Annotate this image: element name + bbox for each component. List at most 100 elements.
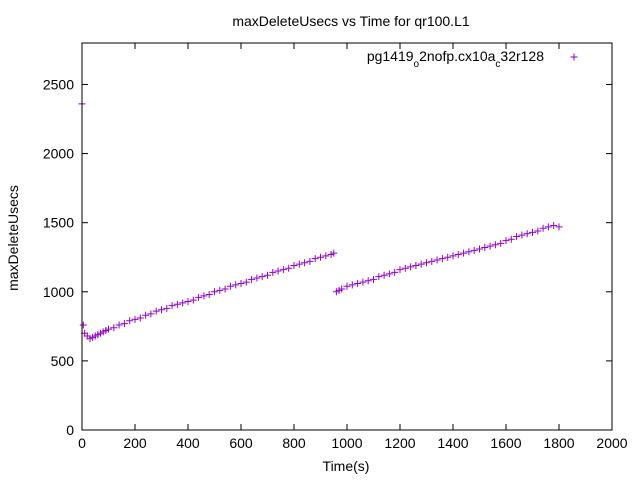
data-point <box>126 317 134 325</box>
x-tick-label: 1000 <box>331 435 362 451</box>
chart-title: maxDeleteUsecs vs Time for qr100.L1 <box>232 13 470 29</box>
data-point <box>401 264 409 272</box>
legend-marker <box>570 53 578 61</box>
data-point <box>142 311 150 319</box>
data-point <box>158 306 165 314</box>
data-point <box>189 296 197 304</box>
x-tick-label: 400 <box>176 435 200 451</box>
x-tick-label: 0 <box>78 435 86 451</box>
axes-and-ticks: 0 200 400 600 800 1000 1200 1400 1600 1800 2000 0 50… <box>43 43 628 451</box>
data-point <box>497 239 505 247</box>
y-tick-label: 0 <box>66 422 74 438</box>
data-point <box>486 242 494 250</box>
data-point <box>173 300 181 308</box>
data-point <box>163 304 171 312</box>
x-tick-label: 1600 <box>490 435 521 451</box>
x-tick-label: 1400 <box>437 435 468 451</box>
data-point <box>428 257 436 265</box>
data-point <box>136 314 144 322</box>
data-point <box>211 288 218 296</box>
data-point <box>348 281 356 289</box>
data-point <box>295 260 303 268</box>
data-point <box>248 275 256 283</box>
y-tick-label: 1000 <box>43 284 74 300</box>
x-tick-label: 600 <box>229 435 253 451</box>
data-point <box>147 310 155 318</box>
data-point <box>330 249 338 257</box>
data-point <box>168 302 176 310</box>
data-point <box>481 244 489 252</box>
data-point <box>195 293 203 301</box>
data-point <box>221 285 229 293</box>
data-point <box>529 228 536 236</box>
data-point <box>412 262 420 270</box>
data-point <box>550 221 558 229</box>
data-point <box>120 320 128 328</box>
data-point <box>253 274 261 282</box>
data-point <box>311 255 319 263</box>
data-point <box>216 286 224 294</box>
x-tick-label: 200 <box>123 435 147 451</box>
legend-marker-symbol <box>570 53 578 61</box>
data-point <box>152 307 160 315</box>
data-point <box>476 245 483 253</box>
data-point <box>385 270 393 278</box>
data-point <box>359 278 367 286</box>
data-point <box>79 321 87 329</box>
data-point <box>184 297 192 305</box>
data-point <box>491 241 499 249</box>
data-point <box>449 252 457 260</box>
data-point <box>274 267 282 275</box>
data-point <box>417 260 425 268</box>
data-point <box>375 273 383 281</box>
data-point <box>290 262 298 270</box>
data-point <box>179 299 187 307</box>
data-point <box>131 315 139 323</box>
data-point <box>354 279 362 287</box>
x-tick-label: 800 <box>282 435 306 451</box>
data-point <box>539 224 547 232</box>
data-point <box>396 266 404 274</box>
data-point <box>338 285 346 293</box>
data-point <box>523 230 531 238</box>
data-point <box>507 235 515 243</box>
data-point <box>200 292 208 300</box>
x-tick-label: 1800 <box>543 435 574 451</box>
data-point <box>555 223 563 231</box>
data-point <box>269 268 277 276</box>
data-point <box>317 253 324 261</box>
data-point <box>364 277 372 285</box>
data-point <box>407 263 415 271</box>
data-point <box>301 259 309 267</box>
data-point <box>110 324 118 332</box>
data-point <box>343 282 351 290</box>
data-point <box>513 233 521 240</box>
data-point <box>438 255 446 263</box>
data-point <box>518 231 526 239</box>
data-point <box>232 281 240 289</box>
y-tick-label: 1500 <box>43 215 74 231</box>
legend-label: pg1419o2nofp.cx10ac32r128 <box>367 48 544 70</box>
data-point <box>115 321 123 329</box>
data-point <box>237 279 245 287</box>
y-axis-label: maxDeleteUsecs <box>5 185 21 291</box>
y-tick-label: 2500 <box>43 76 74 92</box>
data-point <box>285 264 293 272</box>
data-point <box>226 282 234 290</box>
data-point <box>258 273 266 281</box>
data-point <box>391 268 399 276</box>
data-point <box>306 257 314 265</box>
data-point <box>534 227 542 235</box>
data-point <box>470 246 478 254</box>
x-tick-label: 2000 <box>596 435 627 451</box>
data-point <box>242 278 250 286</box>
y-tick-label: 2000 <box>43 146 74 162</box>
y-tick-label: 500 <box>51 353 75 369</box>
x-axis-label: Time(s) <box>323 458 370 474</box>
data-point <box>264 271 271 279</box>
data-point <box>544 223 552 231</box>
legend: pg1419o2nofp.cx10ac32r128 <box>367 48 578 70</box>
data-point <box>444 253 452 261</box>
data-point <box>465 248 473 256</box>
